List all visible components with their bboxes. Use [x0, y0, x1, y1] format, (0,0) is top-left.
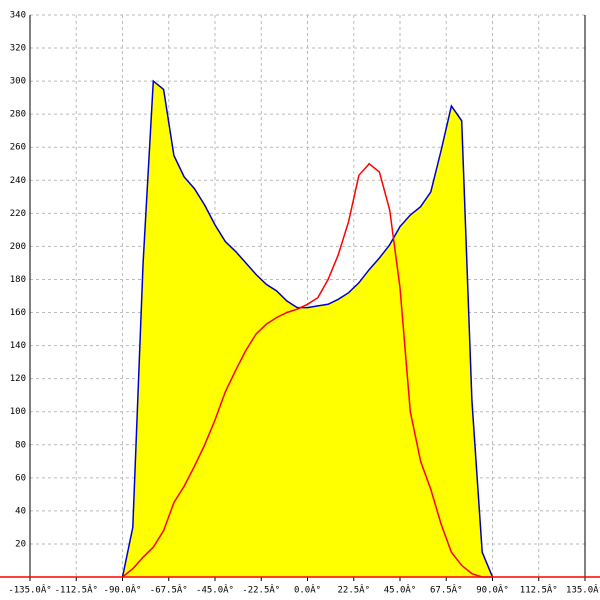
x-tick-label: 112.5Â°	[520, 584, 558, 596]
area	[122, 81, 493, 577]
y-tick-label: 180	[10, 275, 26, 285]
series-line	[121, 79, 494, 578]
y-tick-label: 320	[10, 44, 26, 54]
x-tick-label: -112.5Â°	[55, 584, 98, 596]
x-tick-label: -90.0Â°	[104, 584, 142, 596]
x-tick-label: 22.5Â°	[337, 584, 370, 596]
x-tick-label: 67.5Â°	[430, 584, 463, 596]
y-tick-label: 280	[10, 110, 26, 120]
y-tick-label: 340	[10, 11, 26, 21]
y-tick-label: 140	[10, 341, 26, 351]
y-tick-label: 240	[10, 176, 26, 186]
y-tick-label: 200	[10, 242, 26, 252]
x-tick-label: -135.0Â°	[8, 584, 51, 596]
y-tick-label: 20	[15, 539, 26, 549]
x-tick-label: -45.0Â°	[196, 584, 234, 596]
x-tick-label: -22.5Â°	[242, 584, 280, 596]
y-tick-label: 40	[15, 506, 26, 516]
y-tick-label: 260	[10, 143, 26, 153]
y-tick-label: 220	[10, 209, 26, 219]
x-tick-label: 45.0Â°	[384, 584, 417, 596]
y-tick-label: 80	[15, 440, 26, 450]
series-line	[122, 162, 493, 578]
y-tick-label: 60	[15, 473, 26, 483]
x-tick-label: -67.5Â°	[150, 584, 188, 596]
y-tick-label: 160	[10, 308, 26, 318]
y-tick-label: 300	[10, 77, 26, 87]
x-tick-label: 135.0Â°	[566, 584, 600, 596]
y-tick-label: 120	[10, 374, 26, 384]
x-tick-label: 0.0Â°	[294, 584, 321, 596]
x-tick-label: 90.0Â°	[476, 584, 509, 596]
y-tick-label: 100	[10, 407, 26, 417]
